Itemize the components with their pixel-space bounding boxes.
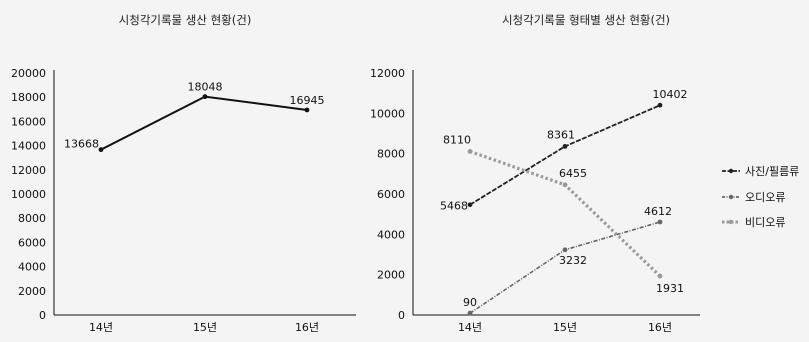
chart-title: 시청각기록물 생산 현황(건) bbox=[119, 13, 252, 27]
y-tick-label: 8000 bbox=[377, 148, 405, 161]
y-tick-label: 2000 bbox=[18, 285, 46, 298]
legend-label: 오디오류 bbox=[745, 191, 785, 204]
data-label: 18048 bbox=[188, 81, 223, 94]
legend-marker bbox=[728, 194, 734, 200]
series-line bbox=[100, 95, 308, 151]
y-tick-label: 0 bbox=[398, 309, 405, 322]
series-line bbox=[469, 221, 661, 314]
y-tick-label: 20000 bbox=[11, 67, 46, 80]
data-point bbox=[467, 202, 473, 208]
data-point bbox=[562, 182, 568, 188]
data-label: 13668 bbox=[64, 138, 99, 151]
y-tick-label: 10000 bbox=[11, 188, 46, 201]
y-tick-label: 6000 bbox=[377, 188, 405, 201]
y-tick-label: 12000 bbox=[370, 67, 405, 80]
data-label: 5468 bbox=[440, 200, 468, 213]
x-tick-label: 16년 bbox=[295, 321, 319, 334]
y-tick-label: 10000 bbox=[370, 107, 405, 120]
data-point bbox=[562, 247, 568, 253]
data-label: 8361 bbox=[547, 128, 575, 141]
y-tick-label: 2000 bbox=[377, 269, 405, 282]
legend-marker bbox=[728, 168, 734, 174]
y-tick-label: 14000 bbox=[11, 140, 46, 153]
data-label: 16945 bbox=[290, 94, 325, 107]
x-tick-label: 16년 bbox=[648, 321, 672, 334]
chart-title: 시청각기록물 형태별 생산 현황(건) bbox=[502, 13, 670, 27]
data-label: 1931 bbox=[656, 282, 684, 295]
data-label: 6455 bbox=[559, 167, 587, 180]
data-label: 4612 bbox=[644, 205, 672, 218]
y-tick-label: 8000 bbox=[18, 212, 46, 225]
legend-label: 비디오류 bbox=[745, 216, 785, 229]
data-point bbox=[657, 102, 663, 108]
legend-label: 사진/필름류 bbox=[745, 165, 799, 178]
x-tick-label: 14년 bbox=[458, 321, 482, 334]
data-label: 8110 bbox=[443, 133, 471, 146]
data-point bbox=[304, 107, 310, 113]
data-point bbox=[202, 94, 208, 100]
y-tick-label: 4000 bbox=[377, 228, 405, 241]
series-line bbox=[469, 104, 661, 206]
data-point bbox=[467, 310, 473, 316]
data-point bbox=[657, 273, 663, 279]
y-tick-label: 6000 bbox=[18, 236, 46, 249]
data-label: 90 bbox=[463, 296, 477, 309]
chart-1: 시청각기록물 생산 현황(건) 0 2000 4000 6000 8000 10000 120… bbox=[11, 13, 356, 334]
x-tick-label: 15년 bbox=[553, 321, 577, 334]
x-tick-label: 14년 bbox=[89, 321, 113, 334]
data-point bbox=[657, 219, 663, 225]
y-tick-label: 18000 bbox=[11, 91, 46, 104]
data-point bbox=[98, 147, 104, 153]
y-tick-label: 12000 bbox=[11, 164, 46, 177]
data-point bbox=[562, 143, 568, 149]
data-point bbox=[467, 149, 473, 154]
data-label: 10402 bbox=[653, 88, 688, 101]
data-label: 3232 bbox=[559, 254, 587, 267]
legend-marker bbox=[728, 219, 734, 225]
x-tick-label: 15년 bbox=[193, 321, 217, 334]
y-tick-label: 0 bbox=[39, 309, 46, 322]
y-tick-label: 4000 bbox=[18, 261, 46, 274]
chart-2: 시청각기록물 형태별 생산 현황(건) 0 2000 4000 6000 8000 1000… bbox=[370, 13, 799, 334]
y-tick-label: 16000 bbox=[11, 115, 46, 128]
